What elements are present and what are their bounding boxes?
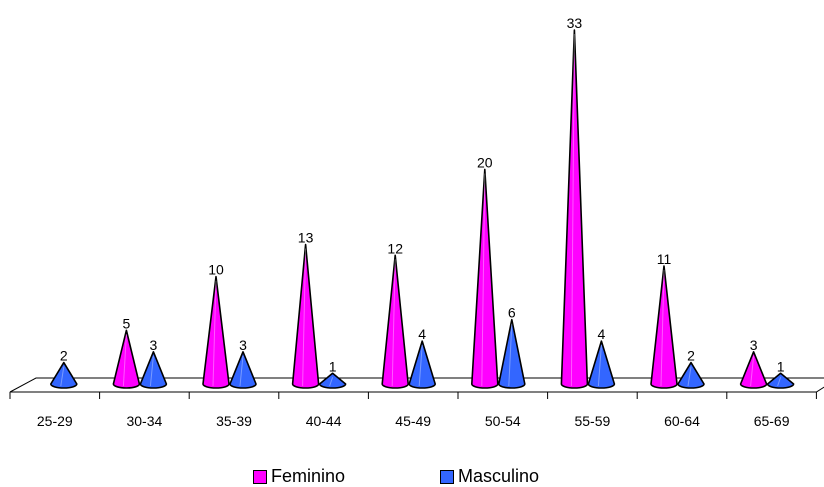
cone-masculino-50-54 <box>498 318 526 389</box>
data-label-feminino: 11 <box>657 251 672 267</box>
cone-highlight <box>481 173 486 387</box>
x-tick-label: 45-49 <box>395 413 431 429</box>
x-tick-label: 40-44 <box>306 413 342 429</box>
data-label-masculino: 1 <box>777 358 785 374</box>
cone-masculino-55-59 <box>587 340 616 389</box>
legend-label-feminino: Feminino <box>271 466 346 486</box>
data-label-feminino: 10 <box>208 262 224 278</box>
data-label-feminino: 3 <box>750 337 758 353</box>
data-label-masculino: 4 <box>418 326 426 342</box>
cone-masculino-65-69 <box>766 372 795 389</box>
cone-highlight <box>777 377 782 387</box>
data-label-masculino: 1 <box>329 358 337 374</box>
x-tick-label: 60-64 <box>664 413 700 429</box>
chart-legend: Feminino Masculino <box>0 466 824 486</box>
cone-highlight <box>660 269 665 387</box>
x-tick-label: 50-54 <box>485 413 521 429</box>
cone-feminino-50-54 <box>471 168 499 389</box>
cone-highlight <box>597 345 602 387</box>
cone-highlight <box>508 323 513 387</box>
legend-label-masculino: Masculino <box>458 466 540 486</box>
cone-feminino-45-49 <box>381 254 409 389</box>
data-label-feminino: 13 <box>298 230 314 246</box>
data-label-feminino: 33 <box>567 15 583 31</box>
legend-swatch-masculino <box>440 469 454 484</box>
cone-masculino-35-39 <box>229 351 257 389</box>
data-label-masculino: 3 <box>239 337 247 353</box>
cone-masculino-45-49 <box>408 340 436 389</box>
cone-highlight <box>329 377 334 387</box>
data-label-masculino: 6 <box>508 305 516 321</box>
x-tick-label: 25-29 <box>37 413 73 429</box>
chart-cones <box>50 29 795 389</box>
data-label-feminino: 20 <box>477 154 493 170</box>
cone-feminino-65-69 <box>739 351 768 389</box>
cone-highlight <box>418 345 423 387</box>
cone-highlight <box>149 355 154 387</box>
cone-highlight <box>122 334 127 387</box>
data-label-feminino: 5 <box>123 315 131 331</box>
x-tick-label: 65-69 <box>754 413 790 429</box>
cone-highlight <box>60 366 65 387</box>
data-label-feminino: 12 <box>387 240 403 256</box>
cone-highlight <box>212 280 217 387</box>
cone-highlight <box>687 366 692 387</box>
data-label-masculino: 3 <box>150 337 158 353</box>
cone-highlight <box>302 248 307 387</box>
x-tick-label: 55-59 <box>574 413 610 429</box>
data-label-masculino: 2 <box>60 348 68 364</box>
x-tick-label: 35-39 <box>216 413 252 429</box>
data-label-masculino: 4 <box>598 326 606 342</box>
cone-highlight <box>391 259 396 387</box>
legend-item-masculino: Masculino <box>440 466 539 487</box>
cone-masculino-30-34 <box>139 351 168 389</box>
data-label-masculino: 2 <box>687 348 695 364</box>
cone-masculino-25-29 <box>50 361 78 389</box>
legend-item-feminino: Feminino <box>253 466 345 487</box>
x-tick-label: 30-34 <box>126 413 162 429</box>
cone-feminino-40-44 <box>291 243 320 389</box>
cone-highlight <box>750 355 755 387</box>
legend-swatch-feminino <box>253 469 267 484</box>
x-axis-ticks: 25-29 30-34 35-39 40-44 45-49 50-54 55-59 60-64… <box>37 413 790 429</box>
cone-masculino-40-44 <box>318 372 347 389</box>
cone-masculino-60-64 <box>677 361 705 389</box>
cone-highlight <box>570 33 575 387</box>
cone-highlight <box>239 355 244 387</box>
cone-feminino-60-64 <box>650 265 678 389</box>
cone-feminino-35-39 <box>202 275 230 389</box>
cone-feminino-30-34 <box>112 329 141 389</box>
cone-feminino-55-59 <box>560 29 589 389</box>
